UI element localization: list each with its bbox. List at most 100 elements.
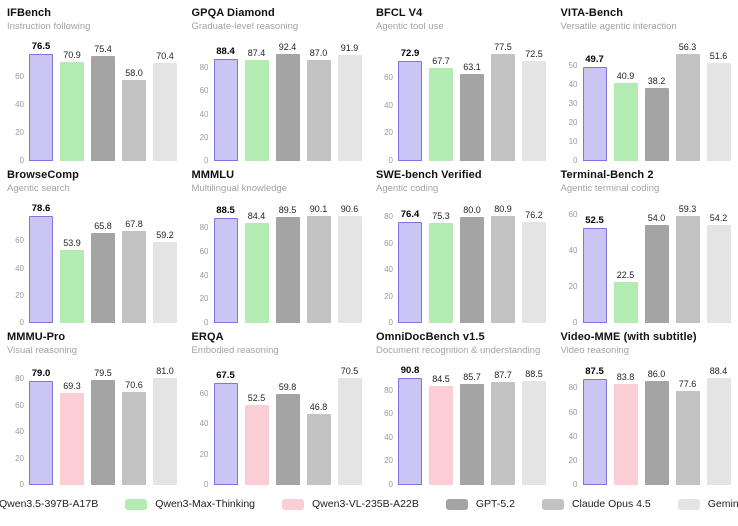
chart-plot: 0 20 40 60 80 87.5 83.8 86.0 77.6 88.4 bbox=[561, 359, 735, 489]
bar-value-label: 65.8 bbox=[94, 221, 112, 232]
benchmark-chart-video-mme-with-subtitle: Video-MME (with subtitle) Video reasonin… bbox=[554, 324, 738, 489]
y-tick-label: 20 bbox=[384, 291, 393, 301]
bar-value-label: 56.3 bbox=[678, 42, 697, 53]
bar-group: 90.1 bbox=[306, 204, 331, 323]
charts-grid: IFBench Instruction following 0 20 40 60 76… bbox=[7, 7, 738, 489]
bar bbox=[244, 405, 269, 485]
y-axis-ticks: 0 20 40 60 80 bbox=[561, 359, 578, 489]
bar-value-label: 87.4 bbox=[247, 47, 266, 58]
bar bbox=[306, 414, 331, 485]
y-tick-label: 60 bbox=[568, 209, 578, 219]
bar bbox=[644, 225, 669, 323]
bar-value-label: 92.4 bbox=[278, 41, 297, 52]
bar bbox=[675, 54, 700, 161]
bar-value-label: 70.4 bbox=[156, 50, 174, 61]
bar-group: 76.5 bbox=[29, 41, 53, 161]
bar-group: 49.7 bbox=[582, 54, 607, 161]
bar-group: 70.5 bbox=[337, 366, 362, 485]
bar-value-label: 67.7 bbox=[432, 55, 450, 66]
y-axis-ticks: 0 10 20 30 40 50 bbox=[561, 35, 578, 165]
y-axis-ticks: 0 20 40 60 80 bbox=[7, 359, 24, 489]
y-tick-label: 20 bbox=[384, 128, 393, 138]
legend-label: Qwen3-Max-Thinking bbox=[155, 498, 256, 510]
y-tick-label: 60 bbox=[384, 73, 393, 83]
y-tick-label: 60 bbox=[199, 389, 209, 398]
bar-value-label: 53.9 bbox=[63, 237, 81, 248]
bar-value-label: 79.0 bbox=[31, 367, 51, 379]
bar-value-label: 51.6 bbox=[709, 51, 728, 62]
bar-group: 77.6 bbox=[675, 379, 700, 485]
bar bbox=[460, 217, 484, 323]
bar-group: 76.2 bbox=[522, 210, 546, 323]
bar-group: 59.3 bbox=[675, 203, 700, 323]
bar bbox=[337, 54, 362, 161]
y-tick-label: 30 bbox=[568, 99, 578, 109]
bars-area: 79.0 69.3 79.5 70.6 81.0 bbox=[29, 359, 179, 485]
chart-subtitle: Instruction following bbox=[7, 21, 91, 32]
benchmark-chart-erqa: ERQA Embodied reasoning 0 20 40 60 67.5 52.5… bbox=[185, 324, 370, 489]
chart-plot: 0 20 40 60 78.6 53.9 65.8 67.8 59.2 bbox=[7, 197, 181, 327]
y-tick-label: 20 bbox=[384, 456, 393, 466]
y-tick-label: 20 bbox=[199, 294, 209, 304]
bar bbox=[398, 222, 422, 323]
bar-group: 87.5 bbox=[582, 366, 607, 485]
bar-group: 56.3 bbox=[675, 42, 700, 161]
y-tick-label: 40 bbox=[568, 80, 578, 90]
bar bbox=[122, 80, 146, 161]
y-tick-label: 60 bbox=[199, 86, 209, 96]
y-axis-ticks: 0 20 40 60 bbox=[7, 197, 24, 327]
bar bbox=[275, 394, 300, 485]
y-tick-label: 0 bbox=[204, 480, 209, 489]
y-tick-label: 60 bbox=[15, 400, 24, 410]
bar-value-label: 87.0 bbox=[309, 48, 328, 59]
y-tick-label: 80 bbox=[568, 383, 578, 393]
y-tick-label: 40 bbox=[199, 419, 209, 429]
bar-group: 84.5 bbox=[429, 374, 453, 485]
bar-group: 59.2 bbox=[153, 230, 177, 323]
y-tick-label: 40 bbox=[384, 100, 393, 110]
chart-title: BrowseComp bbox=[7, 169, 79, 181]
chart-title: OmniDocBench v1.5 bbox=[376, 331, 485, 343]
bars-area: 90.8 84.5 85.7 87.7 88.5 bbox=[398, 359, 548, 485]
bar bbox=[644, 88, 669, 161]
bar bbox=[122, 391, 146, 485]
y-tick-label: 20 bbox=[199, 449, 209, 459]
bar bbox=[706, 63, 731, 161]
bar-group: 63.1 bbox=[460, 62, 484, 161]
bar-group: 52.5 bbox=[244, 393, 269, 485]
bar-group: 75.3 bbox=[429, 211, 453, 323]
chart-subtitle: Graduate-level reasoning bbox=[191, 21, 299, 32]
bar-group: 40.9 bbox=[613, 71, 638, 161]
legend-swatch-icon bbox=[282, 498, 305, 510]
bar-group: 67.7 bbox=[429, 56, 453, 161]
chart-plot: 0 20 40 60 80 88.4 87.4 92.4 87.0 91.9 bbox=[192, 35, 366, 165]
bar-value-label: 52.5 bbox=[585, 215, 604, 227]
legend: Qwen3.5-397B-A17B Qwen3-Max-Thinking Qwen3… bbox=[0, 498, 738, 510]
bar bbox=[91, 55, 115, 161]
chart-subtitle: Document recognition & understanding bbox=[376, 345, 541, 356]
y-tick-label: 40 bbox=[15, 100, 24, 110]
bar bbox=[460, 74, 484, 161]
chart-title: BFCL V4 bbox=[376, 7, 423, 19]
chart-plot: 0 20 40 60 72.9 67.7 63.1 77.5 72.5 bbox=[376, 35, 550, 165]
y-tick-label: 50 bbox=[568, 61, 578, 71]
bar-value-label: 81.0 bbox=[156, 365, 174, 376]
bar-value-label: 84.5 bbox=[432, 373, 450, 384]
chart-subtitle: Agentic terminal coding bbox=[560, 183, 660, 194]
y-tick-label: 60 bbox=[15, 72, 24, 82]
bar-group: 90.6 bbox=[337, 204, 362, 323]
y-tick-label: 60 bbox=[15, 236, 24, 246]
bars-area: 78.6 53.9 65.8 67.8 59.2 bbox=[29, 197, 179, 323]
chart-title: GPQA Diamond bbox=[191, 7, 275, 19]
y-axis-ticks: 0 20 40 60 80 bbox=[376, 359, 393, 488]
bar-value-label: 70.6 bbox=[125, 379, 143, 390]
bar bbox=[213, 218, 238, 323]
bar-value-label: 59.3 bbox=[678, 203, 697, 214]
y-tick-label: 40 bbox=[15, 427, 24, 437]
bar-value-label: 76.5 bbox=[31, 41, 51, 53]
bar bbox=[60, 62, 84, 161]
bar bbox=[429, 67, 453, 161]
y-tick-label: 0 bbox=[204, 156, 209, 165]
bar bbox=[706, 225, 731, 323]
bar-value-label: 22.5 bbox=[616, 270, 635, 281]
